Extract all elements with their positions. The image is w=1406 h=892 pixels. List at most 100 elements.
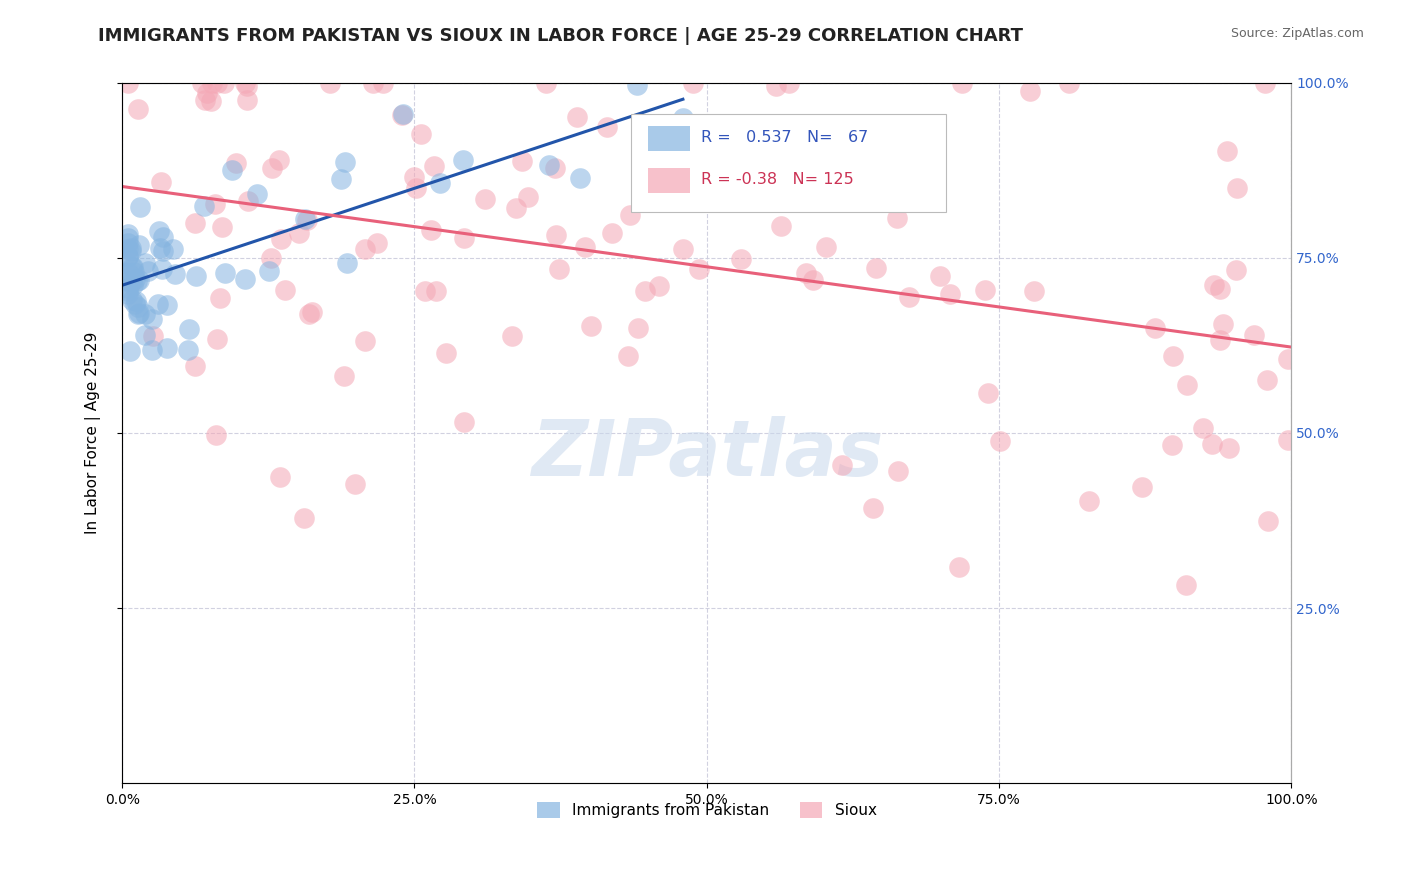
Point: [212, 76, 235, 90]
Point: [425, 284, 447, 298]
Point: [568, 171, 591, 186]
Point: [434, 346, 457, 360]
Point: [897, 120, 920, 135]
Point: [117, 249, 139, 263]
Point: [409, 128, 432, 142]
Y-axis label: In Labor Force | Age 25-29: In Labor Force | Age 25-29: [86, 332, 101, 534]
Point: [1174, 578, 1197, 592]
Point: [124, 297, 146, 311]
Point: [1161, 438, 1184, 452]
Point: [730, 252, 752, 266]
Point: [600, 226, 623, 240]
Point: [1277, 433, 1299, 447]
Point: [121, 293, 143, 308]
Point: [128, 306, 150, 320]
Point: [194, 93, 217, 107]
Point: [1257, 515, 1279, 529]
Point: [453, 230, 475, 244]
Point: [422, 159, 444, 173]
Point: [898, 290, 921, 304]
Point: [770, 219, 793, 234]
Point: [794, 266, 817, 280]
Point: [1201, 436, 1223, 450]
Point: [150, 175, 173, 189]
Point: [260, 251, 283, 265]
Text: IMMIGRANTS FROM PAKISTAN VS SIOUX IN LABOR FORCE | AGE 25-29 CORRELATION CHART: IMMIGRANTS FROM PAKISTAN VS SIOUX IN LAB…: [98, 27, 1024, 45]
Point: [976, 385, 998, 400]
Point: [672, 242, 695, 256]
Point: [815, 240, 838, 254]
Point: [204, 197, 226, 211]
Point: [626, 321, 648, 335]
Point: [344, 477, 367, 491]
Point: [205, 332, 228, 346]
Point: [117, 242, 139, 256]
Point: [865, 260, 887, 275]
Point: [117, 231, 139, 245]
Point: [128, 273, 150, 287]
Point: [1175, 378, 1198, 392]
Point: [354, 242, 377, 256]
Point: [177, 343, 200, 357]
Point: [574, 239, 596, 253]
Point: [579, 319, 602, 334]
Point: [233, 272, 256, 286]
Point: [1019, 84, 1042, 98]
Legend: Immigrants from Pakistan, Sioux: Immigrants from Pakistan, Sioux: [530, 797, 883, 824]
Point: [392, 107, 415, 121]
Point: [162, 243, 184, 257]
Point: [1216, 144, 1239, 158]
Point: [205, 428, 228, 442]
Point: [1209, 333, 1232, 347]
Point: [152, 244, 174, 258]
Point: [127, 103, 149, 117]
Point: [451, 153, 474, 167]
Point: [269, 469, 291, 483]
Point: [134, 328, 156, 343]
Point: [128, 238, 150, 252]
Point: [134, 307, 156, 321]
Point: [333, 369, 356, 384]
Point: [122, 277, 145, 292]
Point: [546, 228, 568, 243]
Point: [236, 93, 259, 107]
Point: [634, 284, 657, 298]
Point: [453, 415, 475, 429]
Point: [179, 322, 201, 336]
Point: [117, 265, 139, 279]
Point: [928, 269, 950, 284]
Point: [209, 291, 232, 305]
Point: [501, 329, 523, 343]
Point: [548, 261, 571, 276]
Point: [391, 108, 413, 122]
Point: [127, 308, 149, 322]
Point: [875, 162, 897, 177]
Point: [117, 274, 139, 288]
Point: [128, 200, 150, 214]
Point: [292, 510, 315, 524]
Point: [122, 260, 145, 274]
Point: [596, 120, 619, 135]
Point: [371, 76, 394, 90]
Point: [295, 213, 318, 227]
Point: [330, 171, 353, 186]
Point: [141, 311, 163, 326]
Point: [117, 284, 139, 298]
Point: [1253, 76, 1275, 90]
Point: [974, 283, 997, 297]
Point: [146, 297, 169, 311]
Point: [741, 186, 763, 200]
Point: [117, 236, 139, 251]
Point: [1225, 263, 1247, 277]
Point: [1204, 277, 1226, 292]
Point: [1078, 494, 1101, 508]
Point: [886, 211, 908, 226]
Point: [148, 224, 170, 238]
Point: [156, 298, 179, 312]
Point: [1209, 282, 1232, 296]
Point: [1211, 317, 1233, 331]
Point: [288, 227, 311, 241]
Point: [336, 255, 359, 269]
Point: [121, 244, 143, 258]
Point: [211, 219, 233, 234]
